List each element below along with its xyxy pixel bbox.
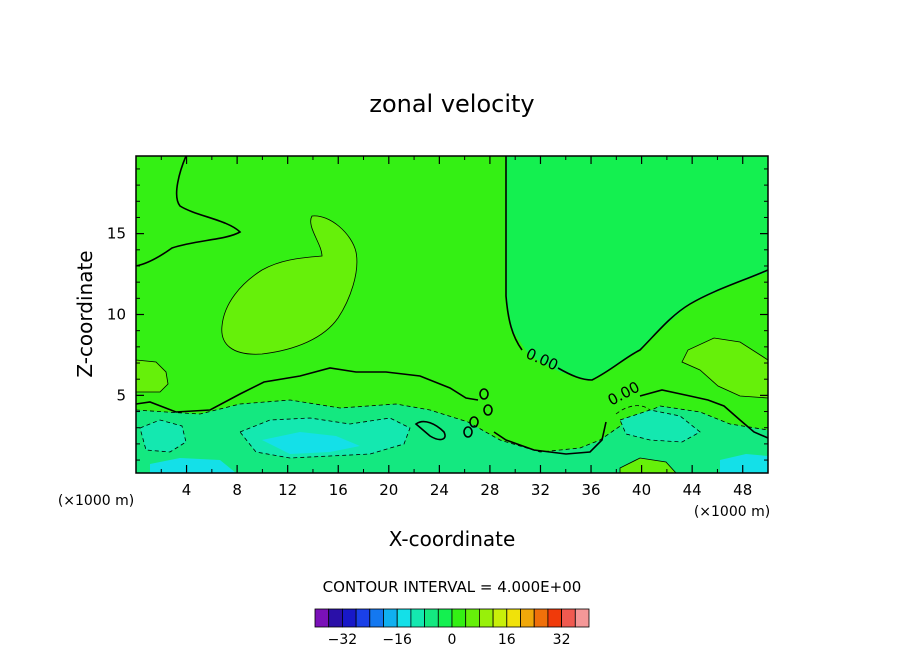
x-axis-ticks: 4 8 12 16 20 24 28 32 36 40 44 48 — [160, 156, 752, 499]
colorbar-swatch — [383, 608, 398, 628]
x-tick-label: 44 — [683, 481, 702, 499]
colorbar-swatch — [561, 608, 576, 628]
plot-area: 0.00 0.00 — [135, 155, 769, 474]
colorbar-tick-label: −32 — [328, 632, 358, 648]
y-tick-label: 10 — [107, 306, 126, 324]
colorbar-swatch — [437, 608, 453, 628]
colorbar-ticks: −32 −16 0 16 32 — [328, 632, 571, 648]
contour-region-right-upper — [506, 156, 768, 380]
dashed-contour-a — [615, 405, 651, 415]
contour-region-positive-bottom — [619, 457, 677, 473]
colorbar-swatch — [314, 608, 330, 628]
colorbar — [314, 608, 590, 628]
colorbar-swatch — [355, 608, 371, 628]
x-tick-label: 8 — [232, 481, 242, 499]
zero-contour-right-upper — [505, 156, 768, 381]
x-tick-label: 4 — [182, 481, 192, 499]
colorbar-swatch — [574, 608, 590, 628]
x-tick-label: 36 — [581, 481, 600, 499]
colorbar-tick-label: 0 — [448, 632, 457, 648]
x-tick-label: 48 — [733, 481, 752, 499]
x-tick-label: 16 — [329, 481, 348, 499]
x-tick-label: 12 — [278, 481, 297, 499]
x-tick-label: 24 — [430, 481, 449, 499]
chart-title: zonal velocity — [369, 90, 534, 118]
x-axis-unit-left: (×1000 m) — [58, 493, 134, 509]
x-tick-label: 40 — [632, 481, 651, 499]
contour-region-very-negative-3 — [720, 454, 768, 473]
contour-region-strong-negative-2 — [139, 419, 187, 453]
contour-region-positive-blob — [221, 215, 358, 355]
zero-contour-left-upper — [136, 156, 242, 267]
contour-interval-label: CONTOUR INTERVAL = 4.000E+00 — [323, 578, 582, 596]
colorbar-swatch — [410, 608, 425, 628]
colorbar-swatch — [341, 608, 357, 628]
x-tick-label: 28 — [480, 481, 499, 499]
contour-region-positive-right — [681, 337, 768, 399]
colorbar-swatch — [328, 608, 343, 628]
contour-fills — [136, 156, 768, 473]
colorbar-tick-label: 32 — [553, 632, 571, 648]
zero-contour-lower-main — [136, 367, 479, 413]
colorbar-tick-label: −16 — [382, 632, 412, 648]
colorbar-swatch — [396, 608, 412, 628]
colorbar-swatch — [478, 608, 494, 628]
y-tick-label: 5 — [116, 386, 126, 404]
colorbar-swatch — [506, 608, 521, 628]
colorbar-swatch — [465, 608, 480, 628]
colorbar-swatch — [533, 608, 549, 628]
colorbar-swatch — [492, 608, 508, 628]
colorbar-swatch — [547, 608, 563, 628]
colorbar-swatch — [451, 608, 467, 628]
contour-region-very-negative-1 — [150, 458, 236, 473]
x-axis-unit-right: (×1000 m) — [694, 504, 770, 520]
zero-contour-lower-right — [493, 389, 768, 455]
contour-region-strong-negative-3 — [619, 409, 701, 443]
x-axis-title: X-coordinate — [389, 527, 516, 551]
y-tick-label: 15 — [107, 225, 126, 243]
colorbar-swatch — [424, 608, 439, 628]
zero-contour-loop-2 — [463, 388, 493, 438]
contour-region-very-negative-2 — [262, 432, 360, 454]
y-axis-ticks: 5 10 15 — [107, 168, 768, 461]
x-tick-label: 32 — [531, 481, 550, 499]
x-tick-label: 20 — [379, 481, 398, 499]
colorbar-tick-label: 16 — [498, 632, 516, 648]
zero-contour-loop-1 — [414, 420, 446, 441]
contour-region-positive-left — [136, 359, 169, 393]
colorbar-swatch — [369, 608, 384, 628]
y-axis-title: Z-coordinate — [73, 250, 97, 377]
colorbar-swatch — [520, 608, 535, 628]
